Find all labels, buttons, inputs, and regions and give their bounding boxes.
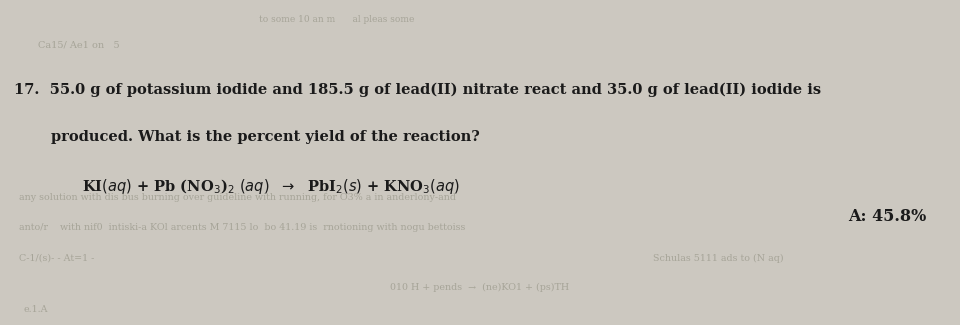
Text: produced. What is the percent yield of the reaction?: produced. What is the percent yield of t… [51, 130, 480, 144]
Text: A: 45.8%: A: 45.8% [848, 208, 926, 225]
Text: Schulas 5111 ads to (N aq): Schulas 5111 ads to (N aq) [653, 254, 783, 263]
Text: anto/r    with nif0  intiski-a KOl arcents M 7115 lo  bo 41.19 is  rnotioning wi: anto/r with nif0 intiski-a KOl arcents M… [19, 223, 466, 232]
Text: e.1.A: e.1.A [24, 306, 49, 315]
Text: C-1/(s)- - At=1 -: C-1/(s)- - At=1 - [19, 254, 95, 263]
Text: any solution with dis bus burning over guideline with running, for O3% a in ande: any solution with dis bus burning over g… [19, 193, 456, 202]
Text: to some 10 an m      al pleas some: to some 10 an m al pleas some [259, 15, 415, 24]
Text: KI$(aq)$ + Pb (NO$_3$)$_2$ $(aq)$  $\rightarrow$  PbI$_2$$(s)$ + KNO$_3$$(aq)$: KI$(aq)$ + Pb (NO$_3$)$_2$ $(aq)$ $\righ… [82, 177, 460, 196]
Text: 17.  55.0 g of potassium iodide and 185.5 g of lead(II) nitrate react and 35.0 g: 17. 55.0 g of potassium iodide and 185.5… [14, 83, 822, 97]
Text: 010 H + pends  →  (ne)KO1 + (ps)TH: 010 H + pends → (ne)KO1 + (ps)TH [391, 283, 569, 292]
Text: Ca15/ Ae1 on   5: Ca15/ Ae1 on 5 [38, 41, 120, 50]
